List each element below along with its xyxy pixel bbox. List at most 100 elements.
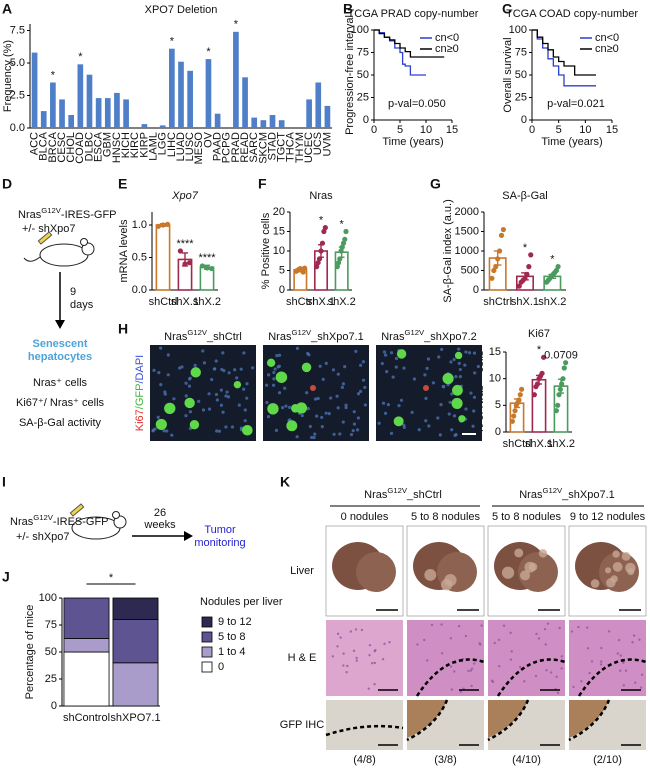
nucleus (219, 388, 223, 392)
x-tick-label: LIHC (166, 132, 178, 157)
nucleus (336, 406, 340, 410)
data-point (560, 376, 566, 382)
data-point (498, 232, 505, 238)
panel-label: H (118, 321, 128, 337)
he-cell (426, 659, 429, 662)
significance: **** (198, 252, 216, 264)
he-cell (544, 643, 547, 646)
he-cell (430, 623, 434, 627)
nucleus (159, 383, 163, 387)
nucleus (213, 367, 217, 371)
legend-label: cn≥0 (435, 43, 459, 55)
he-cell (622, 661, 625, 664)
y-tick-label: 0.0 (132, 284, 147, 296)
y-tick-label: 0 (521, 114, 527, 126)
nucleus (233, 368, 237, 372)
significance: * (537, 344, 542, 356)
y-tick-label: 0.5 (132, 251, 147, 263)
nucleus (336, 372, 340, 376)
x-tick-label: shCtrl (483, 296, 512, 308)
y-axis-label: Progression-free interval (344, 15, 356, 135)
he-cell (472, 662, 476, 665)
nucleus (287, 405, 292, 409)
he-cell (590, 660, 594, 663)
nucleus (271, 383, 276, 387)
nucleus (225, 390, 229, 394)
significance: * (206, 46, 211, 58)
nucleus (159, 346, 163, 350)
nucleus (306, 351, 310, 356)
he-cell (607, 630, 611, 633)
he-cell (619, 654, 622, 657)
x-tick-label: 0 (371, 124, 377, 136)
x-tick-label: 15 (446, 124, 458, 136)
he-cell (535, 632, 538, 636)
nucleus (202, 361, 207, 365)
legend-label: 9 to 12 (218, 616, 252, 628)
he-cell (577, 625, 580, 629)
nucleus (425, 366, 429, 371)
legend-swatch (201, 616, 213, 628)
gfp-cell (242, 424, 253, 436)
significance: * (523, 242, 528, 254)
column-label: 5 to 8 nodules (492, 511, 562, 523)
he-cell (622, 684, 626, 687)
y-tick-label: 25 (515, 91, 527, 103)
he-cell (450, 688, 454, 691)
he-cell (617, 638, 621, 642)
gfp-cell (451, 397, 463, 409)
data-point (489, 275, 495, 281)
he-cell (616, 652, 619, 655)
nucleus (385, 369, 389, 374)
nucleus (427, 424, 431, 428)
he-cell (545, 669, 548, 672)
he-cell (631, 641, 634, 644)
tumor-border (496, 658, 566, 697)
y-tick-label: 1000 (455, 245, 479, 257)
data-point (553, 267, 560, 274)
he-cell (383, 642, 386, 646)
nucleus (207, 392, 211, 396)
y-tick-label: 1500 (455, 225, 479, 237)
stain-part: /DAPI (134, 355, 146, 384)
nucleus (320, 425, 324, 429)
bar (68, 115, 75, 128)
nucleus (165, 429, 169, 433)
he-cell (440, 652, 444, 655)
x-tick-label: HNSC (111, 132, 123, 163)
nucleus (210, 377, 214, 382)
data-point (165, 221, 171, 227)
he-cell (381, 658, 385, 661)
y-tick-label: 75 (357, 46, 369, 58)
x-tick-label: KIRC (129, 132, 141, 158)
x-tick-label: 5 (556, 124, 562, 136)
bar-segment (63, 597, 110, 639)
x-tick-label: GBM (102, 132, 114, 157)
data-point (517, 392, 523, 398)
nodule (524, 561, 536, 573)
tumor-border (325, 724, 404, 737)
rich-label: NrasG12V-IRES-GFP (18, 206, 117, 221)
label-part: G12V (387, 486, 408, 495)
gfp-cell (233, 380, 242, 389)
he-cell (502, 624, 506, 627)
nucleus (356, 416, 361, 420)
x-tick-label: LUSC (184, 132, 196, 161)
nucleus (184, 394, 188, 398)
data-point (516, 397, 522, 403)
he-cell (498, 664, 501, 668)
data-point (338, 248, 344, 254)
data-point (204, 265, 210, 271)
data-point (509, 418, 515, 424)
x-tick-label: THYM (294, 132, 306, 163)
legend-swatch (201, 631, 213, 643)
nucleus (389, 351, 394, 355)
nucleus (472, 395, 477, 399)
data-point (335, 260, 342, 266)
panel-label: J (2, 569, 10, 585)
data-point (511, 413, 517, 419)
data-point (522, 275, 528, 281)
bar (95, 98, 102, 128)
nucleus (315, 414, 319, 418)
x-tick-label: CHOL (65, 132, 77, 163)
